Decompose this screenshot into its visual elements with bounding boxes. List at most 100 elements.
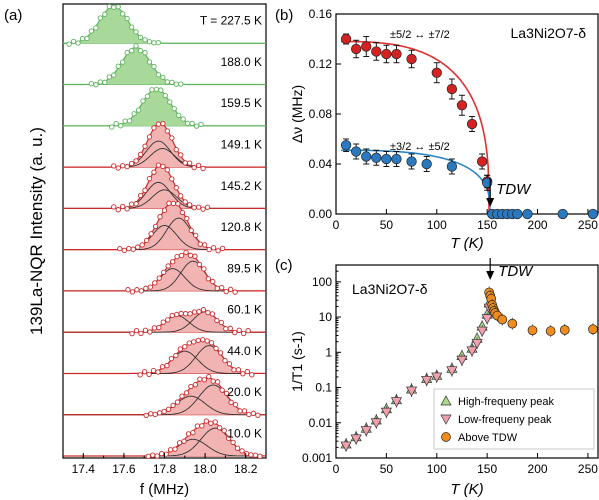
data-point [173,146,179,153]
data-point [88,28,95,34]
data-point [139,242,145,248]
trace-label: 145.2 K [221,179,262,193]
data-point [215,379,221,385]
data-point [219,284,225,291]
trace-label: 20.0 K [227,385,262,399]
data-point [124,49,130,56]
data-point [174,399,181,405]
data-point [170,402,176,409]
data-point-2 [512,208,523,220]
trace-fill [63,202,266,250]
trace-label: 188.0 K [221,55,262,69]
trace-curve [63,122,266,168]
data-point [129,330,135,337]
trace-fill [63,165,266,209]
data-point [169,79,175,86]
data-point-1 [381,153,392,165]
data-point [160,120,166,127]
data-point [102,11,108,17]
x-tick-label-b: 250 [578,218,598,232]
data-point [143,285,149,291]
data-point-1 [406,156,417,167]
data-point [183,249,189,256]
trace-fill [63,6,266,44]
data-point [115,165,121,171]
x-tick-label-c: 250 [578,462,598,476]
data-point [228,286,234,292]
data-point [151,169,157,175]
data-point [117,245,123,252]
data-point [210,378,216,384]
data-point [219,387,225,393]
data-point [194,423,201,429]
data-point [135,244,141,250]
data-point [115,63,121,69]
data-point [159,450,165,457]
data-point [248,452,254,458]
legend-marker-2 [441,432,451,442]
trace-fill [63,88,266,126]
data-point [182,160,188,166]
data-point [199,423,205,429]
legend-label: Low-frequeny peak [458,414,552,426]
tdw-label-c: TDW [498,263,534,280]
data-point [151,63,157,70]
panel-b-linewidth: (b) 0.00 0.04 0.08 0.12 0.16 0 50 100 150 200 250 T … [275,7,599,252]
data-point [142,327,149,333]
data-point [126,118,133,124]
data-point [106,74,112,80]
panel-label-b: (b) [275,7,293,24]
data-point [241,408,248,414]
trace-2: 159.5 K [63,86,266,130]
data-point [223,326,229,332]
data-point-2 [522,208,533,220]
material-label-b: La3Ni2O7-δ [511,25,587,41]
data-point [148,411,154,417]
data-point [120,203,126,210]
data-point [172,446,178,452]
data-point-1 [371,152,382,163]
data-point [195,337,201,343]
axes-frame-c [335,264,599,459]
x-tick-label-a: 17.6 [112,462,136,476]
data-point [210,278,216,285]
tdw-label-b: TDW [496,181,532,198]
y-tick-label-c: 0.001 [302,451,332,465]
data-point [179,209,186,216]
data-point [97,15,104,21]
data-point [187,202,193,208]
data-point [167,447,174,453]
data-point [204,338,210,344]
data-point [200,337,206,343]
y-tick-label-b: 0.16 [309,7,333,21]
trace-6: 89.5 K [63,249,266,295]
data-point [200,307,207,313]
x-axis-label-c: T (K) [450,481,483,498]
trace-label: 149.1 K [221,138,262,152]
data-point [109,124,115,130]
data-point-triangle-down [380,407,392,418]
data-point [128,48,135,54]
x-tick-label-c: 200 [528,462,548,476]
data-point [111,4,117,11]
data-point [205,309,211,316]
data-point [210,245,217,251]
panel-label-a: (a) [4,7,22,24]
data-point [217,350,224,356]
trace-label: 10.0 K [227,426,262,440]
data-point [165,263,171,269]
data-point [147,284,153,290]
data-point [135,107,142,113]
x-tick-label-c: 100 [427,462,447,476]
data-point [143,237,150,244]
data-point [232,289,238,295]
data-point [142,37,148,43]
data-point [178,252,185,259]
data-point [155,162,162,168]
trace-label: 44.0 K [227,344,262,358]
data-point [97,79,104,85]
data-point [191,204,197,211]
data-point [161,269,167,276]
data-point [257,453,263,459]
x-tick-label-a: 17.8 [153,462,177,476]
